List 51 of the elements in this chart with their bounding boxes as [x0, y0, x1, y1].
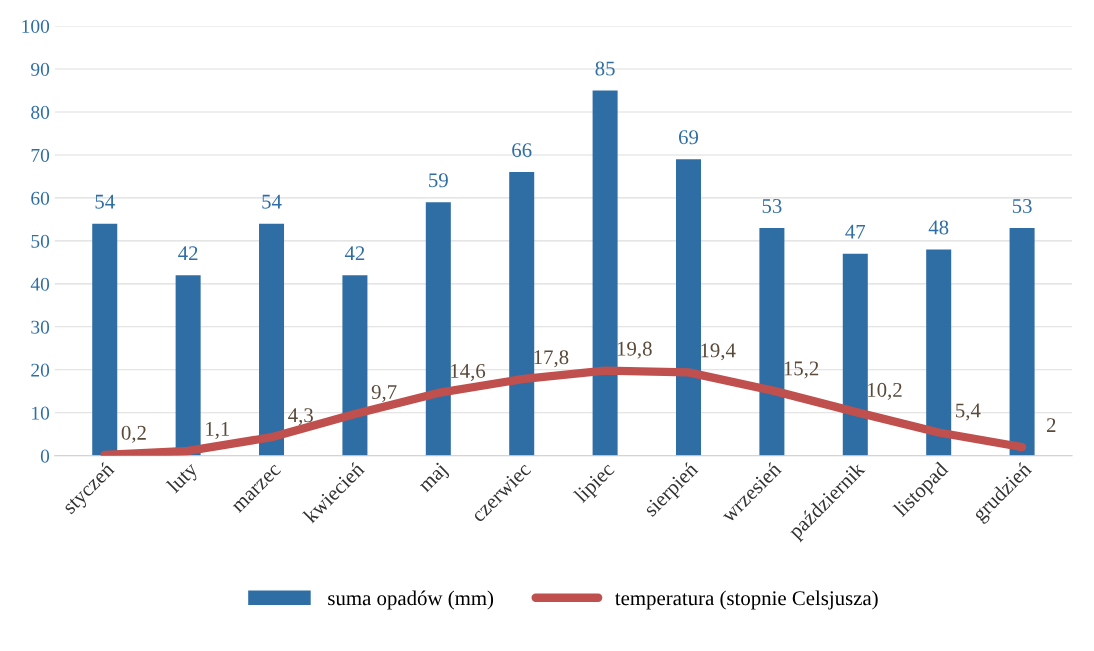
- y-tick-label: 10: [32, 406, 50, 420]
- bar: [759, 227, 785, 456]
- bar: [509, 172, 535, 456]
- data-label: 5,4: [956, 403, 981, 421]
- data-label: 15,2: [784, 361, 819, 379]
- x-tick-label: maj: [417, 462, 451, 496]
- y-tick-label: 40: [30, 277, 50, 291]
- legend-label: temperatura (stopnie Celsjusza): [615, 590, 878, 610]
- bar: [342, 275, 368, 456]
- data-label: 1,1: [206, 422, 230, 439]
- data-label: 69: [678, 130, 699, 145]
- bar: [926, 249, 952, 456]
- data-label: 14,6: [451, 364, 486, 381]
- data-label: 47: [845, 224, 866, 239]
- bar: [92, 223, 118, 456]
- data-label: 48: [928, 220, 949, 235]
- data-label: 10,2: [868, 382, 902, 400]
- data-label: 42: [178, 246, 198, 261]
- bar: [175, 275, 201, 456]
- y-tick-label: 60: [31, 191, 50, 205]
- data-label: 4,3: [288, 408, 313, 426]
- data-label: 66: [512, 143, 532, 158]
- bar: [425, 202, 451, 456]
- y-tick-label: 50: [31, 234, 50, 248]
- data-label: 53: [762, 199, 782, 214]
- y-tick-label: 70: [31, 148, 50, 162]
- y-tick-label: 80: [31, 105, 50, 119]
- y-tick-label: 0: [40, 449, 50, 463]
- bar: [1009, 227, 1035, 456]
- data-label: 17,8: [534, 350, 569, 368]
- data-label: 9,7: [371, 385, 397, 403]
- data-label: 53: [1012, 199, 1032, 214]
- x-tick-label: luty: [165, 460, 202, 497]
- legend-label: suma opadów (mm): [328, 590, 494, 610]
- bar: [675, 159, 702, 456]
- data-label: 54: [95, 194, 115, 209]
- data-label: 2: [1046, 418, 1056, 432]
- data-label: 19,8: [617, 341, 652, 359]
- data-label: 54: [262, 194, 282, 209]
- bar: [842, 253, 868, 456]
- y-tick-label: 30: [31, 320, 50, 334]
- data-label: 19,4: [701, 343, 736, 361]
- data-label: 59: [429, 173, 448, 188]
- bar: [592, 90, 618, 456]
- y-tick-label: 100: [22, 19, 50, 33]
- y-tick-label: 20: [31, 363, 50, 377]
- bar: [259, 223, 285, 456]
- data-label: 85: [595, 61, 615, 76]
- y-tick-label: 90: [31, 62, 50, 76]
- data-label: 0,2: [121, 425, 146, 443]
- data-label: 42: [344, 246, 365, 261]
